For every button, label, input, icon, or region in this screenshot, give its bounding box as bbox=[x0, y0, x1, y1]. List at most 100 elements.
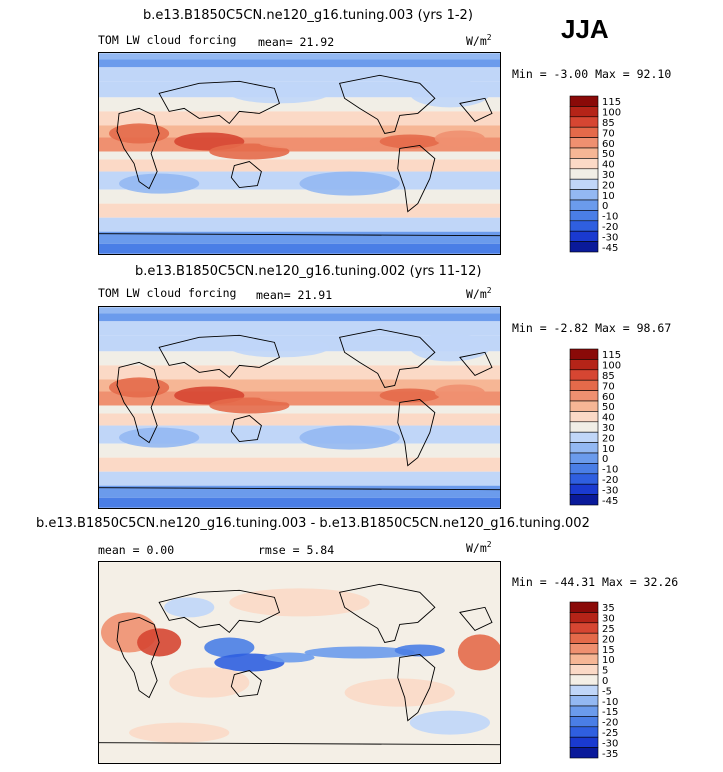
colorbar-swatch-8 bbox=[569, 178, 599, 190]
colorbar-label-0: 115 bbox=[602, 97, 621, 108]
panel1-map-field bbox=[99, 53, 500, 254]
field-band-2 bbox=[99, 67, 500, 82]
coastline-5 bbox=[99, 487, 500, 491]
coastline-5 bbox=[99, 742, 500, 746]
field-blob-9 bbox=[229, 337, 330, 358]
colorbar-swatch-3 bbox=[569, 632, 599, 644]
field-blob-4 bbox=[379, 388, 440, 403]
panel3-rmse: rmse = 5.84 bbox=[258, 543, 335, 557]
colorbar-swatch-5 bbox=[569, 147, 599, 159]
colorbar-label-6: 5 bbox=[602, 666, 608, 677]
field-blob-5 bbox=[264, 652, 315, 663]
colorbar-label-0: 115 bbox=[602, 350, 621, 361]
colorbar-swatch-6 bbox=[569, 158, 599, 170]
colorbar-swatch-13 bbox=[569, 736, 599, 748]
panel3-map bbox=[98, 561, 501, 764]
panel1-units: W/m2 bbox=[466, 33, 492, 48]
colorbar-label-2: 85 bbox=[602, 118, 615, 129]
colorbar-label-9: 10 bbox=[602, 191, 615, 202]
colorbar-label-5: 50 bbox=[602, 402, 615, 413]
colorbar-label-7: 0 bbox=[602, 676, 608, 687]
colorbar-swatch-1 bbox=[569, 359, 599, 371]
colorbar-label-2: 25 bbox=[602, 624, 615, 635]
coastline-0 bbox=[116, 616, 160, 699]
field-band-14 bbox=[99, 231, 500, 244]
colorbar-swatch-9 bbox=[569, 442, 599, 454]
colorbar-swatch-11 bbox=[569, 463, 599, 475]
colorbar-swatch-7 bbox=[569, 674, 599, 686]
field-blob-6 bbox=[119, 173, 200, 194]
colorbar-swatch-5 bbox=[569, 653, 599, 665]
coastline-2 bbox=[230, 670, 262, 698]
field-band-4 bbox=[99, 97, 500, 112]
colorbar-label-1: 100 bbox=[602, 361, 621, 372]
colorbar-label-1: 100 bbox=[602, 108, 621, 119]
colorbar-label-14: -45 bbox=[602, 243, 618, 254]
colorbar-label-6: 40 bbox=[602, 413, 615, 424]
field-blob-9 bbox=[229, 83, 330, 104]
panel3-units: W/m2 bbox=[466, 540, 492, 555]
field-band-15 bbox=[99, 497, 500, 508]
field-band-11 bbox=[99, 189, 500, 204]
panel3-colorbar: 35 30 25 20 15 10 5 0 -5 -10 -15 -20 -25 -30 -35 bbox=[566, 600, 646, 760]
colorbar-swatch-10 bbox=[569, 705, 599, 717]
colorbar-label-10: -15 bbox=[602, 707, 618, 718]
field-band-5 bbox=[99, 111, 500, 126]
colorbar-label-4: 15 bbox=[602, 645, 615, 656]
field-band-4 bbox=[99, 351, 500, 366]
colorbar-label-3: 20 bbox=[602, 634, 615, 645]
colorbar-swatch-10 bbox=[569, 452, 599, 464]
colorbar-swatch-8 bbox=[569, 684, 599, 696]
field-blob-13 bbox=[129, 722, 230, 743]
colorbar-swatch-2 bbox=[569, 369, 599, 381]
colorbar-swatch-7 bbox=[569, 421, 599, 433]
coastline-2 bbox=[230, 161, 262, 189]
colorbar-label-11: -10 bbox=[602, 212, 618, 223]
colorbar-label-11: -10 bbox=[602, 465, 618, 476]
coastline-6 bbox=[459, 351, 493, 376]
coastline-0 bbox=[116, 107, 160, 190]
field-band-9 bbox=[99, 413, 500, 426]
colorbar-label-14: -35 bbox=[602, 749, 618, 760]
field-band-12 bbox=[99, 203, 500, 218]
colorbar-label-8: 20 bbox=[602, 180, 615, 191]
field-blob-2 bbox=[457, 634, 500, 671]
panel2-colorbar: 115 100 85 70 60 50 40 30 20 10 0 -10 -20 -30 -45 bbox=[566, 347, 646, 507]
panel1-title: b.e13.B1850C5CN.ne120_g16.tuning.003 (yr… bbox=[143, 8, 473, 23]
coastline-0 bbox=[116, 361, 160, 444]
coastline-5 bbox=[99, 233, 500, 237]
panel2-units: W/m2 bbox=[466, 286, 492, 301]
colorbar-swatch-13 bbox=[569, 230, 599, 242]
colorbar-label-10: 0 bbox=[602, 454, 608, 465]
field-band-5 bbox=[99, 365, 500, 380]
colorbar-swatch-14 bbox=[569, 494, 599, 506]
field-band-12 bbox=[99, 457, 500, 472]
colorbar-label-5: 10 bbox=[602, 655, 615, 666]
panel2-map bbox=[98, 306, 501, 509]
colorbar-label-10: 0 bbox=[602, 201, 608, 212]
colorbar-label-7: 30 bbox=[602, 423, 615, 434]
colorbar-swatch-6 bbox=[569, 411, 599, 423]
colorbar-label-6: 40 bbox=[602, 160, 615, 171]
colorbar-label-9: -10 bbox=[602, 697, 618, 708]
field-band-8 bbox=[99, 151, 500, 160]
colorbar-swatch-2 bbox=[569, 622, 599, 634]
colorbar-swatch-3 bbox=[569, 379, 599, 391]
field-blob-9 bbox=[344, 678, 455, 707]
coastline-4 bbox=[397, 654, 436, 722]
field-band-13 bbox=[99, 471, 500, 486]
field-band-9 bbox=[99, 159, 500, 172]
colorbar-label-13: -30 bbox=[602, 485, 618, 496]
colorbar-label-7: 30 bbox=[602, 170, 615, 181]
panel3-map-field bbox=[99, 562, 500, 763]
coastline-2 bbox=[230, 415, 262, 443]
panel2-title: b.e13.B1850C5CN.ne120_g16.tuning.002 (yr… bbox=[135, 264, 482, 279]
panel2-mean: mean= 21.91 bbox=[256, 288, 333, 302]
colorbar-swatch-3 bbox=[569, 126, 599, 138]
colorbar-label-2: 85 bbox=[602, 371, 615, 382]
field-blob-11 bbox=[164, 597, 215, 618]
colorbar-swatch-0 bbox=[569, 601, 599, 613]
field-blob-0 bbox=[109, 377, 170, 398]
colorbar-label-3: 70 bbox=[602, 128, 615, 139]
colorbar-swatch-13 bbox=[569, 483, 599, 495]
